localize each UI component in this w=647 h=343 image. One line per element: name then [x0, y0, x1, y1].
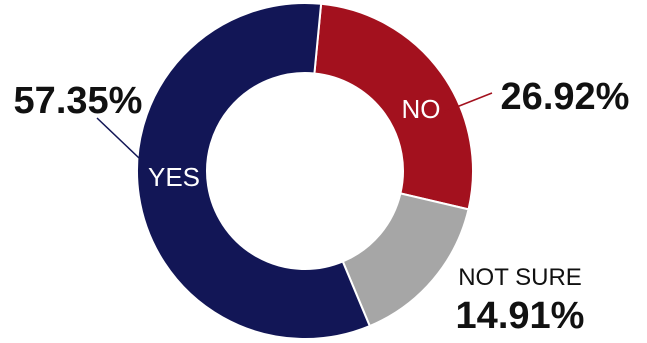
donut-slices	[136, 2, 474, 340]
slice-label-yes: YES	[148, 162, 200, 192]
slice-label-no: NO	[402, 94, 441, 124]
value-label-yes: 57.35%	[14, 80, 143, 122]
slice-yes	[136, 2, 372, 340]
value-label-no: 26.92%	[501, 76, 630, 118]
slice-no	[313, 2, 474, 211]
leader-line-yes	[96, 117, 140, 159]
leader-line-no	[443, 92, 493, 113]
value-label-not-sure: 14.91%	[456, 295, 585, 337]
slice-label-not-sure: NOT SURE	[458, 264, 582, 291]
